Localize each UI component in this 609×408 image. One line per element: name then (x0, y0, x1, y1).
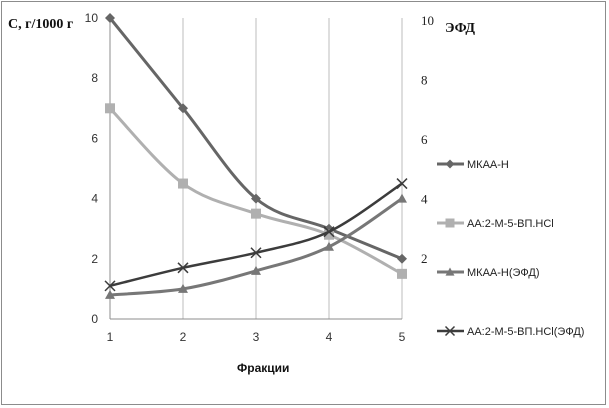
y-tick-label: 6 (91, 131, 98, 145)
data-point-square (445, 218, 455, 228)
y-axis-label: С, г/1000 г (8, 17, 73, 32)
data-point-square (105, 103, 115, 114)
data-point-square (397, 268, 407, 279)
y2-tick-label: 2 (421, 251, 428, 266)
data-point-triangle (445, 267, 455, 276)
gridlines (182, 18, 403, 319)
data-point-diamond (445, 159, 455, 169)
x-tick-label: 5 (399, 330, 406, 344)
data-point-triangle (178, 283, 188, 293)
x-stroke (250, 247, 262, 259)
data-point-triangle (324, 241, 334, 251)
legend-label: МКАА-Н (467, 159, 509, 171)
data-point-diamond (251, 193, 261, 204)
x-tick-label: 2 (180, 330, 187, 344)
data-point-x (104, 280, 116, 292)
series-group (104, 13, 408, 299)
y2-tick-labels: 2 4 6 8 10 (421, 13, 434, 266)
x-axis-label: Фракции (237, 361, 289, 375)
data-point-diamond (105, 13, 115, 23)
y2-tick-label: 6 (421, 132, 428, 147)
data-point-square (324, 229, 334, 240)
y-tick-label: 8 (91, 71, 98, 85)
x-stroke (444, 325, 456, 337)
legend-label: АА:2-М-5-ВП.HCl (467, 218, 554, 230)
series-line (108, 17, 403, 261)
data-point-x (177, 262, 189, 274)
y-tick-label: 10 (85, 11, 99, 25)
y2-tick-label: 8 (421, 73, 428, 88)
legend: МКАА-Н АА:2-М-5-ВП.HCl МКАА-Н(ЭФД) АА:2-М-5… (437, 159, 584, 338)
data-point-x (323, 226, 335, 238)
y-tick-label: 4 (91, 192, 98, 206)
x-tick-labels: 1 2 3 4 5 (107, 330, 406, 344)
data-point-square (178, 178, 188, 189)
data-point-x (444, 325, 456, 337)
y2-tick-label: 4 (421, 192, 428, 207)
data-point-x (396, 178, 408, 190)
y-tick-labels: 0 2 4 6 8 10 (85, 11, 99, 326)
data-point-triangle (397, 193, 407, 203)
x-tick-label: 1 (107, 330, 114, 344)
x-tick-label: 4 (326, 330, 333, 344)
data-point-triangle (105, 289, 115, 299)
x-tick-label: 3 (253, 330, 260, 344)
data-point-diamond (178, 103, 188, 114)
data-point-triangle (251, 265, 261, 275)
data-point-diamond (397, 253, 407, 264)
x-stroke (104, 280, 116, 292)
legend-label: АА:2-М-5-ВП.HCl(ЭФД) (467, 326, 584, 338)
y-tick-label: 0 (91, 312, 98, 326)
data-point-x (250, 247, 262, 259)
y2-axis-label: ЭФД (445, 21, 475, 36)
x-stroke (323, 226, 335, 238)
x-stroke (396, 178, 408, 190)
legend-label: МКАА-Н(ЭФД) (467, 267, 540, 279)
data-point-square (251, 208, 261, 219)
y2-tick-label: 10 (421, 13, 434, 28)
y-tick-label: 2 (91, 252, 98, 266)
x-stroke (177, 262, 189, 274)
